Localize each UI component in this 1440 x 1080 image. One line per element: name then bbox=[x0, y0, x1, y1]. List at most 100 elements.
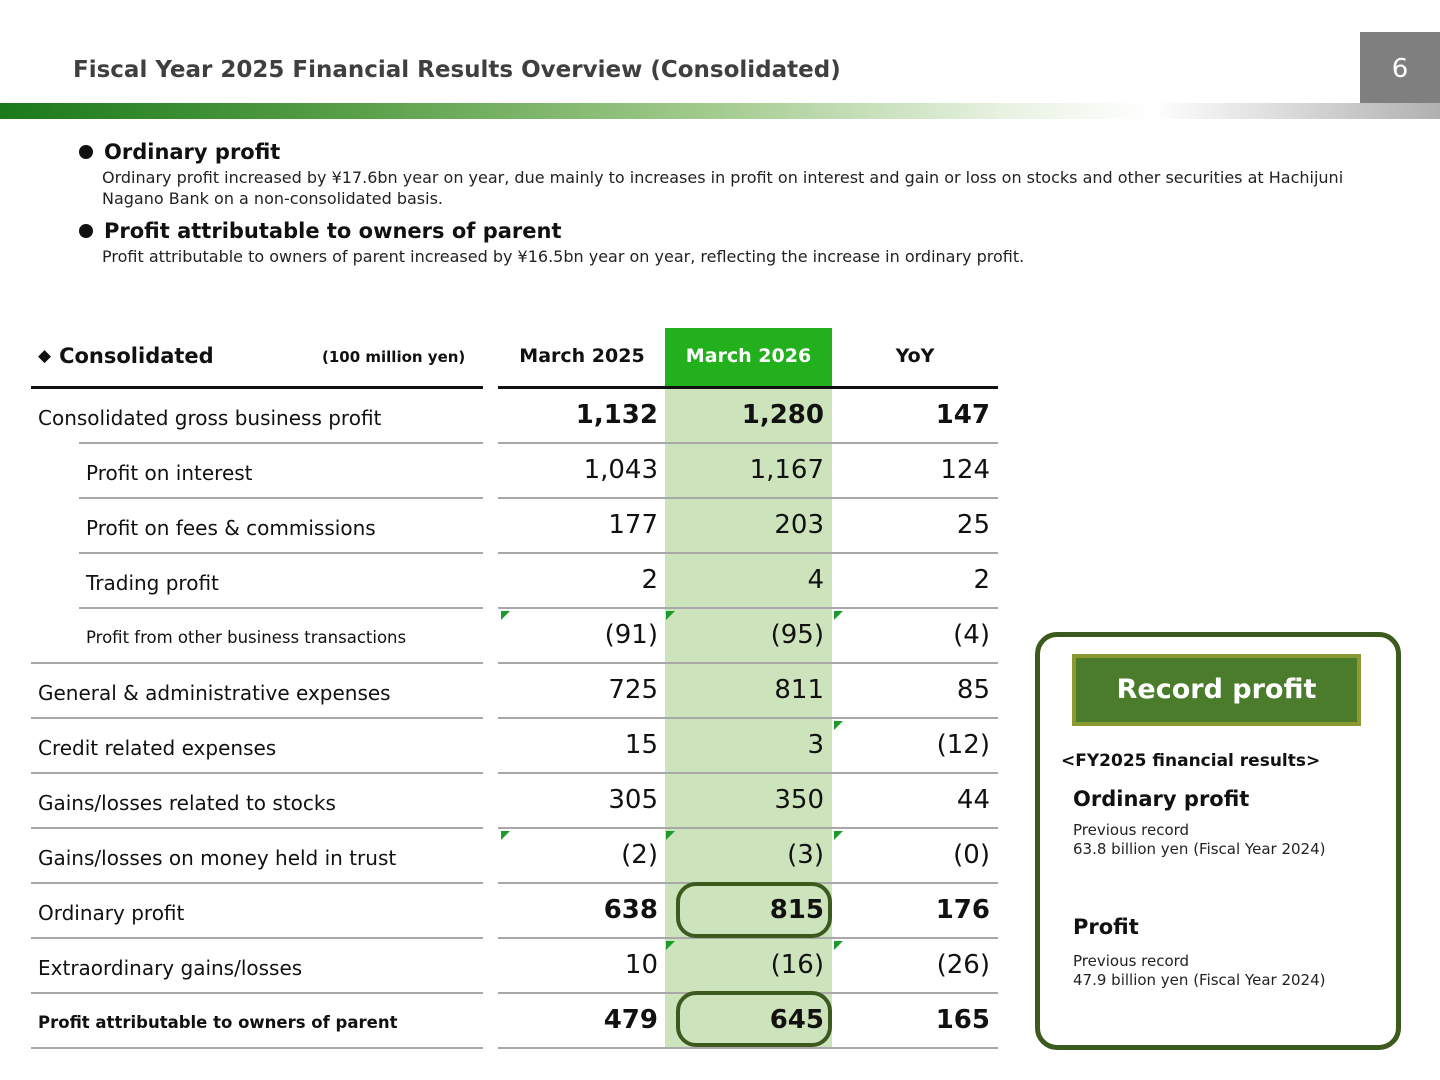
value-yoy: 44 bbox=[956, 785, 990, 815]
table-row: Gains/losses on money held in trust (2) … bbox=[0, 829, 1000, 884]
highlight-oval-ordinary-profit bbox=[676, 882, 832, 938]
table-row: Gains/losses related to stocks 305 350 4… bbox=[0, 774, 1000, 829]
table-title-label: Consolidated bbox=[59, 344, 214, 368]
value-march-2025: 177 bbox=[608, 510, 658, 540]
row-divider bbox=[79, 497, 483, 499]
row-divider bbox=[498, 937, 998, 939]
row-label: Trading profit bbox=[86, 571, 219, 595]
table-row: Extraordinary gains/losses 10 (16) (26) bbox=[0, 939, 1000, 994]
row-label: Consolidated gross business profit bbox=[38, 406, 382, 430]
row-label: Ordinary profit bbox=[38, 901, 185, 925]
record-item-line2: 47.9 billion yen (Fiscal Year 2024) bbox=[1073, 971, 1326, 989]
value-march-2026: 3 bbox=[807, 730, 824, 760]
header-rule bbox=[31, 386, 483, 389]
value-yoy: 147 bbox=[935, 400, 990, 430]
table-row: General & administrative expenses 725 81… bbox=[0, 664, 1000, 719]
value-yoy: (4) bbox=[953, 620, 990, 650]
cell-flag-icon bbox=[666, 611, 675, 620]
row-label: Gains/losses related to stocks bbox=[38, 791, 336, 815]
row-label: Gains/losses on money held in trust bbox=[38, 846, 397, 870]
cell-flag-icon bbox=[834, 831, 843, 840]
value-march-2025: 15 bbox=[624, 730, 658, 760]
bullet-body: Profit attributable to owners of parent … bbox=[102, 247, 1025, 266]
value-march-2025: 305 bbox=[608, 785, 658, 815]
value-yoy: (12) bbox=[936, 730, 990, 760]
cell-flag-icon bbox=[501, 611, 510, 620]
row-divider bbox=[498, 607, 998, 609]
summary-bullets: Ordinary profit Ordinary profit increase… bbox=[78, 140, 1398, 267]
value-march-2025: 479 bbox=[603, 1005, 658, 1035]
row-divider bbox=[498, 1047, 998, 1049]
table-row: Credit related expenses 15 3 (12) bbox=[0, 719, 1000, 774]
bullet-dot-icon bbox=[79, 145, 93, 159]
value-yoy: 2 bbox=[973, 565, 990, 595]
row-divider bbox=[79, 607, 483, 609]
value-march-2026: 811 bbox=[774, 675, 824, 705]
row-divider bbox=[498, 497, 998, 499]
value-march-2026: 1,167 bbox=[749, 455, 824, 485]
bullet-heading: Ordinary profit bbox=[104, 140, 281, 164]
diamond-icon: ◆ bbox=[38, 346, 52, 366]
row-divider bbox=[498, 827, 998, 829]
row-divider bbox=[498, 552, 998, 554]
column-header-march-2025: March 2025 bbox=[519, 345, 645, 367]
value-yoy: 176 bbox=[935, 895, 990, 925]
value-yoy: (0) bbox=[953, 840, 990, 870]
header-divider-bar bbox=[0, 103, 1440, 119]
cell-flag-icon bbox=[834, 941, 843, 950]
row-divider bbox=[498, 717, 998, 719]
row-divider bbox=[498, 442, 998, 444]
row-divider bbox=[31, 992, 483, 994]
table-row: Consolidated gross business profit 1,132… bbox=[0, 389, 1000, 444]
table-row: Profit on interest 1,043 1,167 124 bbox=[0, 444, 1000, 499]
record-item-line1: Previous record bbox=[1073, 821, 1190, 839]
value-march-2026: 1,280 bbox=[741, 400, 824, 430]
row-label: Profit on fees & commissions bbox=[86, 516, 376, 540]
value-march-2026: (95) bbox=[770, 620, 824, 650]
bullet-ordinary-profit: Ordinary profit Ordinary profit increase… bbox=[78, 140, 1398, 209]
value-yoy: 25 bbox=[956, 510, 990, 540]
value-yoy: (26) bbox=[936, 950, 990, 980]
row-divider bbox=[31, 662, 483, 664]
column-header-yoy: YoY bbox=[895, 345, 935, 367]
cell-flag-icon bbox=[666, 941, 675, 950]
value-march-2026: 203 bbox=[774, 510, 824, 540]
cell-flag-icon bbox=[501, 831, 510, 840]
row-label: Credit related expenses bbox=[38, 736, 277, 760]
cell-flag-icon bbox=[834, 721, 843, 730]
bullet-body: Ordinary profit increased by ¥17.6bn yea… bbox=[102, 168, 1344, 208]
bullet-profit-attributable: Profit attributable to owners of parent … bbox=[78, 219, 1398, 267]
table-row: Ordinary profit 638 815 176 bbox=[0, 884, 1000, 939]
row-label: Extraordinary gains/losses bbox=[38, 956, 303, 980]
value-march-2025: 1,132 bbox=[575, 400, 658, 430]
row-divider bbox=[31, 827, 483, 829]
record-item-line1: Previous record bbox=[1073, 952, 1190, 970]
cell-flag-icon bbox=[834, 611, 843, 620]
table-row: Profit on fees & commissions 177 203 25 bbox=[0, 499, 1000, 554]
record-profit-badge: Record profit bbox=[1072, 654, 1361, 726]
row-divider bbox=[31, 882, 483, 884]
bullet-heading: Profit attributable to owners of parent bbox=[104, 219, 562, 243]
row-divider bbox=[79, 442, 483, 444]
value-yoy: 85 bbox=[956, 675, 990, 705]
header-rule bbox=[498, 386, 998, 389]
row-divider bbox=[31, 1047, 483, 1049]
page-title: Fiscal Year 2025 Financial Results Overv… bbox=[73, 57, 841, 83]
row-divider bbox=[498, 662, 998, 664]
record-item-title: Profit bbox=[1073, 915, 1139, 939]
page-number: 6 bbox=[1360, 32, 1440, 104]
value-march-2026: (16) bbox=[770, 950, 824, 980]
value-march-2025: 638 bbox=[603, 895, 658, 925]
value-yoy: 124 bbox=[940, 455, 990, 485]
table-unit: (100 million yen) bbox=[322, 348, 466, 366]
row-divider bbox=[31, 717, 483, 719]
value-march-2026: 4 bbox=[807, 565, 824, 595]
record-subtitle: <FY2025 financial results> bbox=[1061, 751, 1321, 771]
row-label: Profit on interest bbox=[86, 461, 253, 485]
row-label: Profit attributable to owners of parent bbox=[38, 1013, 398, 1032]
value-march-2025: 10 bbox=[624, 950, 658, 980]
table-row: Profit attributable to owners of parent … bbox=[0, 994, 1000, 1049]
row-divider bbox=[31, 937, 483, 939]
value-march-2026: 350 bbox=[774, 785, 824, 815]
value-march-2026: (3) bbox=[787, 840, 824, 870]
